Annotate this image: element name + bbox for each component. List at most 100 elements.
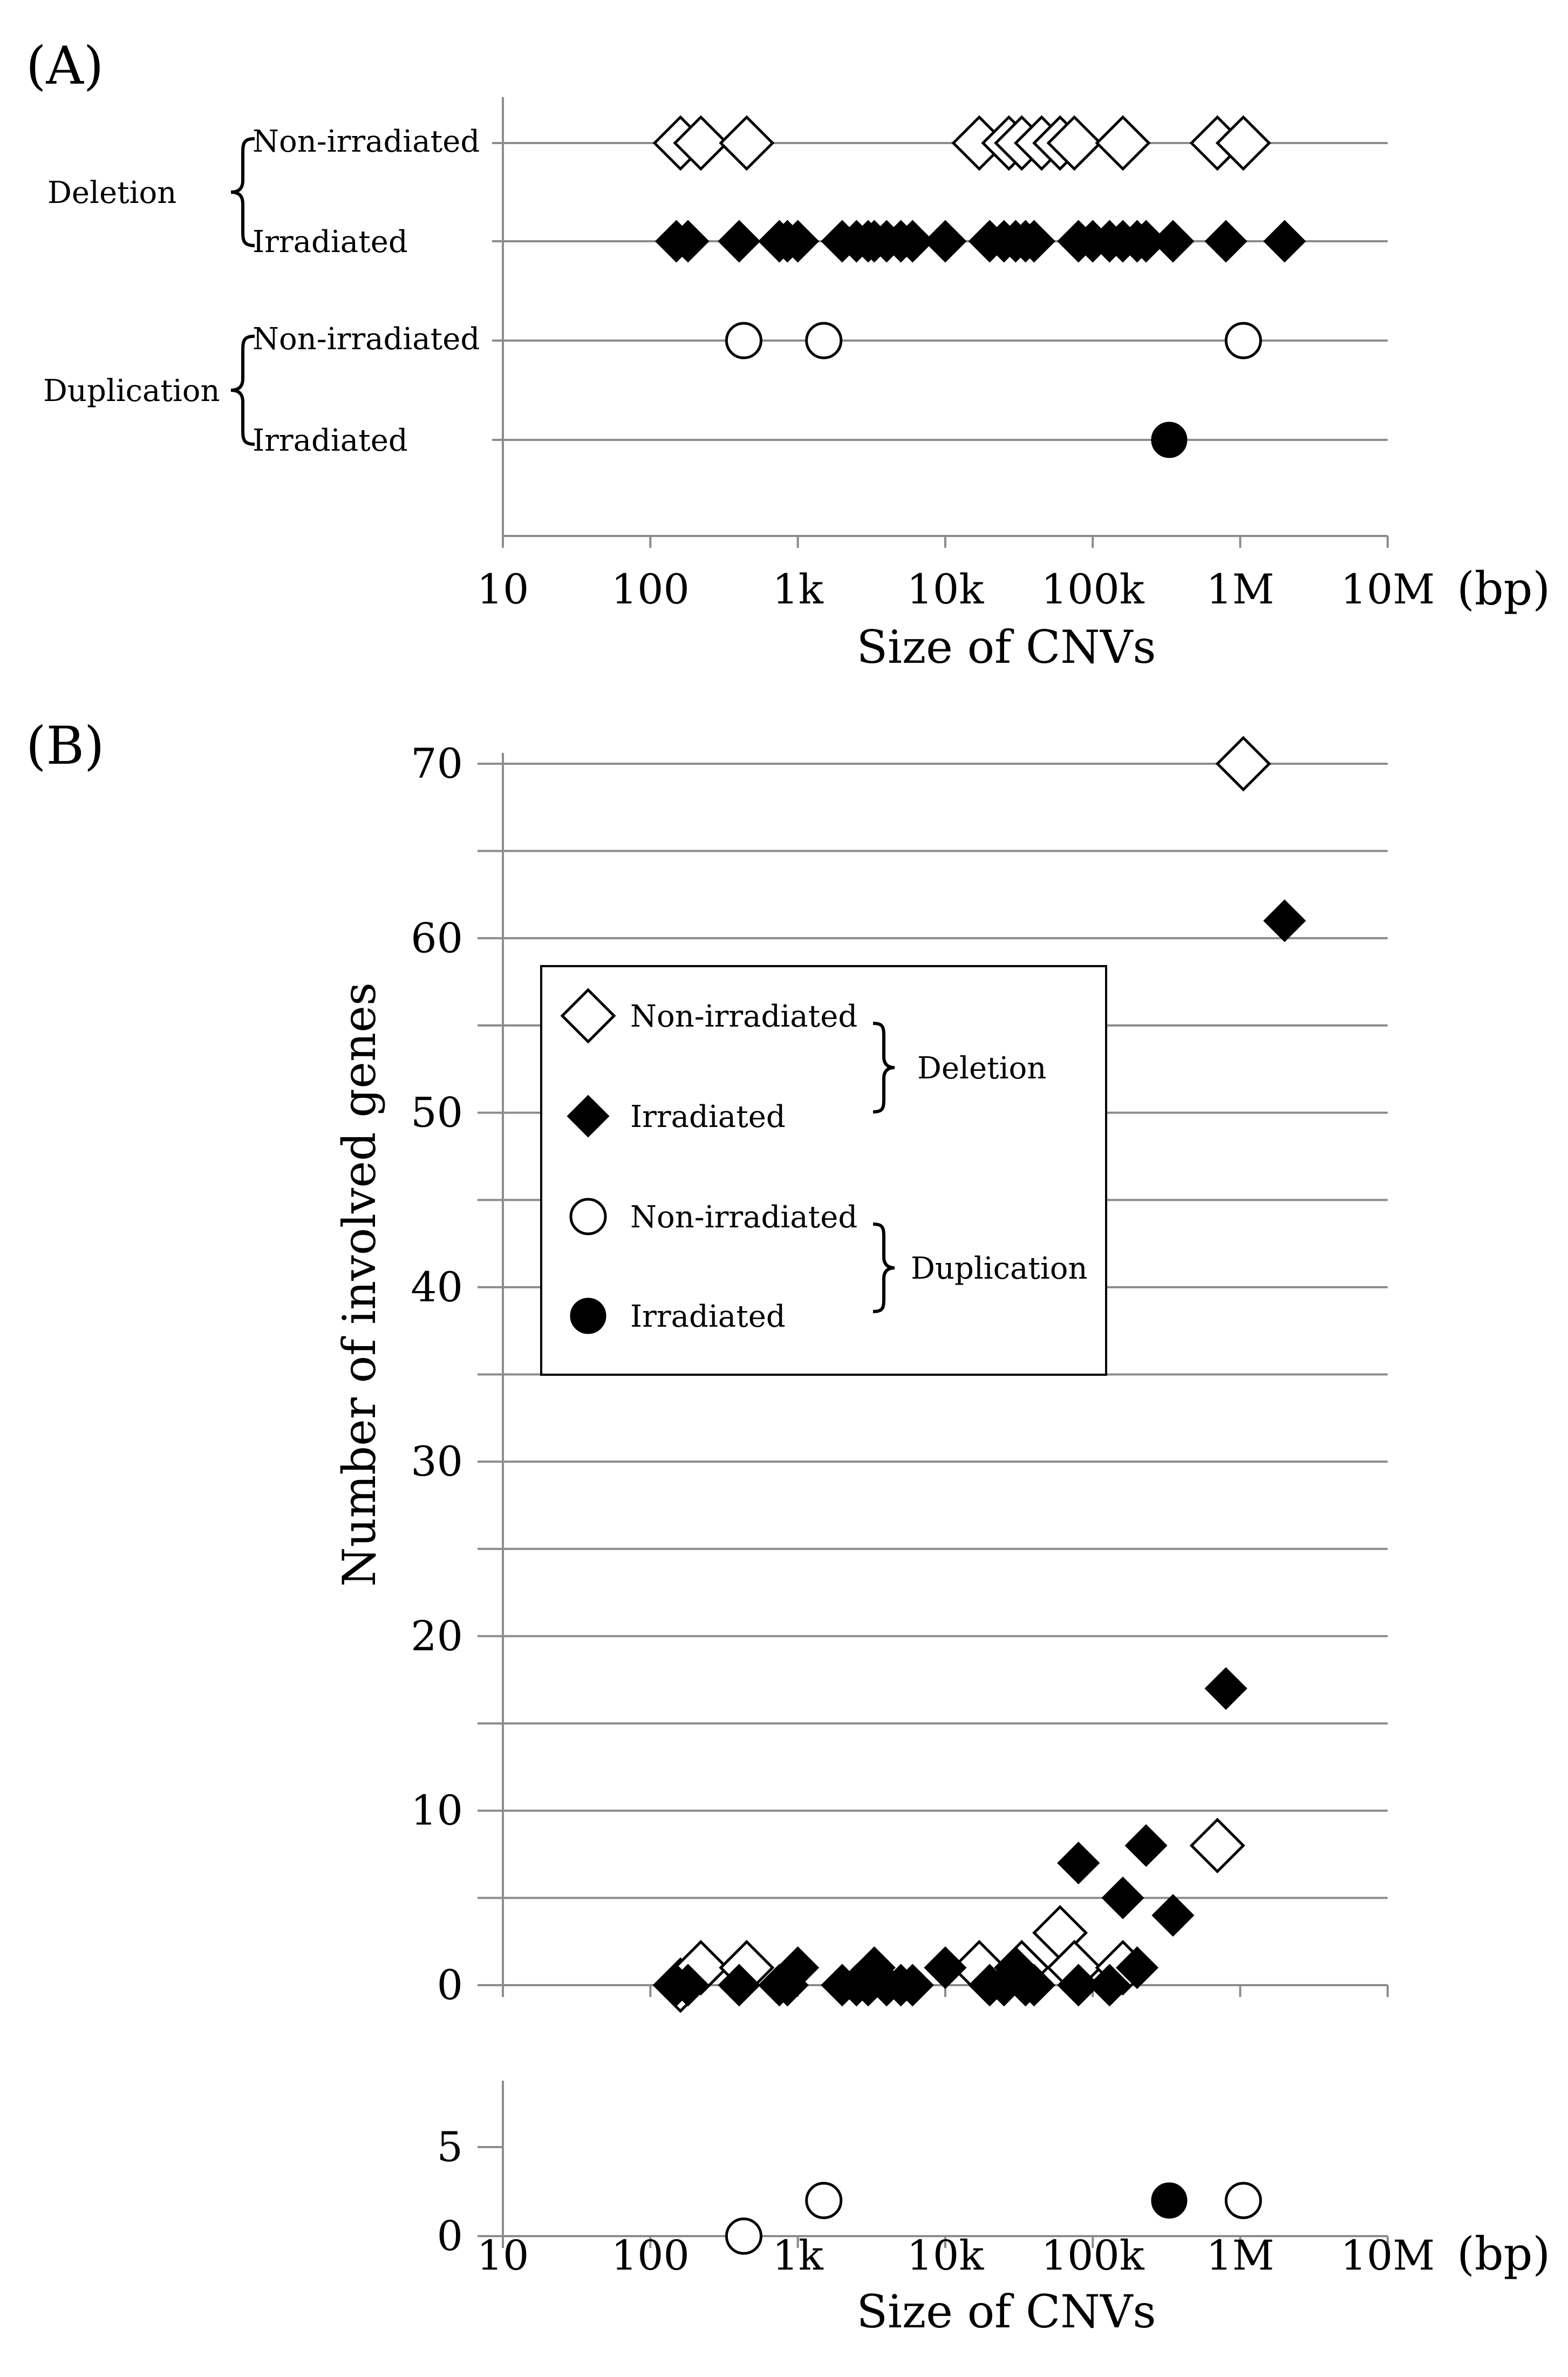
- x-tick-label: 100k: [1041, 565, 1145, 613]
- legend-label: Non-irradiated: [630, 999, 857, 1034]
- panel-b-point: [1151, 2182, 1188, 2219]
- legend-marker: [570, 1298, 606, 1334]
- y-tick-label: 20: [411, 1612, 463, 1660]
- panel-a-point: [805, 322, 843, 359]
- panel-a-x-axis-title: Size of CNVs: [857, 621, 1156, 674]
- panel-a-point: [725, 322, 762, 359]
- panel-a-point: [1263, 220, 1306, 263]
- panel-a-point: [1215, 115, 1271, 171]
- panel-a-x-unit: (bp): [1457, 562, 1550, 615]
- panel-b-point: [725, 2217, 762, 2255]
- x-tick-label: 1k: [772, 2231, 823, 2279]
- panel-b-point: [1088, 1964, 1131, 2007]
- legend-brace: [872, 1022, 895, 1113]
- y-tick-label: 0: [437, 2212, 463, 2260]
- y-tick-label: 10: [411, 1787, 463, 1835]
- legend-group-label: Duplication: [911, 1251, 1088, 1286]
- panel-a-chart: Non-irradiated Irradiated Deletion Non-irra…: [43, 97, 1550, 674]
- y-tick-label: 70: [411, 739, 463, 787]
- panel-b-points: [652, 736, 1306, 2255]
- panel-b-chart: 0 10 20 30 40 50 60 70 0 5 10 100 1k 10k 100k 1M 10M Nu…: [333, 736, 1550, 2338]
- legend-marker: [567, 1095, 610, 1138]
- panel-b-point: [1115, 1946, 1159, 1989]
- panel-a-point: [1204, 220, 1247, 263]
- legend-label: Irradiated: [630, 1099, 786, 1135]
- panel-b-label: (B): [26, 716, 104, 776]
- panel-b-x-tick-labels: 10 100 1k 10k 100k 1M 10M: [477, 2231, 1435, 2279]
- panel-a-point: [718, 220, 761, 263]
- panel-a-label: (A): [26, 36, 104, 96]
- row-label-deletion-irradiated: Irradiated: [253, 225, 408, 260]
- legend-label: Non-irradiated: [630, 1200, 857, 1235]
- x-tick-label: 10M: [1341, 565, 1435, 613]
- panel-b-point: [1263, 899, 1306, 942]
- panel-b-x-unit: (bp): [1457, 2227, 1550, 2280]
- panel-b-point: [1012, 1964, 1056, 2007]
- panel-b-point: [1215, 736, 1271, 792]
- panel-b-point: [1204, 1667, 1247, 1710]
- brace-deletion: [230, 137, 255, 247]
- y-tick-label: 50: [411, 1089, 463, 1137]
- panel-a-point: [1046, 115, 1102, 171]
- panel-a-point: [924, 220, 967, 263]
- x-tick-label: 1k: [772, 565, 823, 613]
- legend-group-label: Deletion: [917, 1051, 1046, 1086]
- panel-a-x-tick-labels: 10 100 1k 10k 100k 1M 10M: [477, 565, 1435, 613]
- row-label-deletion-non-irradiated: Non-irradiated: [253, 124, 480, 159]
- panel-a-point: [1224, 322, 1262, 359]
- panel-a-axes: [502, 97, 1389, 548]
- panel-a-point: [776, 220, 820, 263]
- panel-b-point: [776, 1946, 820, 1989]
- panel-a-row-lines: [492, 142, 1388, 441]
- panel-a-point: [1151, 422, 1188, 458]
- panel-b-y-tick-labels: 0 10 20 30 40 50 60 70 0 5: [411, 739, 463, 2260]
- panel-a-point: [1151, 220, 1195, 263]
- panel-b-point: [718, 1964, 761, 2007]
- panel-a-point: [673, 115, 729, 171]
- x-tick-label: 10: [477, 565, 529, 613]
- y-tick-label: 40: [411, 1263, 463, 1311]
- panel-b-legend: Non-irradiated Irradiated Non-irradiated Ir…: [540, 965, 1107, 1376]
- y-tick-label: 0: [437, 1961, 463, 2009]
- panel-b-point: [666, 1964, 710, 2007]
- panel-b-point: [1101, 1876, 1144, 1919]
- panel-a-row-labels: Non-irradiated Irradiated Deletion Non-irra…: [43, 124, 480, 458]
- panel-b-point: [891, 1964, 934, 2007]
- y-tick-label: 60: [411, 914, 463, 962]
- panel-b-point: [924, 1946, 967, 1989]
- row-label-duplication-irradiated: Irradiated: [253, 423, 408, 458]
- panel-b-y-axis-title: Number of involved genes: [333, 982, 386, 1587]
- x-tick-label: 100k: [1041, 2231, 1145, 2279]
- x-tick-label: 100: [611, 565, 690, 613]
- panel-b-point: [1057, 1842, 1100, 1885]
- panel-b-x-axis-title: Size of CNVs: [857, 2285, 1156, 2338]
- panel-b-point: [1151, 1894, 1195, 1937]
- panel-b-point: [1124, 1824, 1168, 1867]
- x-tick-label: 100: [611, 2231, 690, 2279]
- legend-label: Irradiated: [630, 1299, 786, 1334]
- panel-b-point: [1189, 1817, 1245, 1873]
- x-tick-label: 10k: [907, 2231, 985, 2279]
- x-tick-label: 10M: [1341, 2231, 1435, 2279]
- legend-entries: Non-irradiated Irradiated Non-irradiated Ir…: [560, 988, 1088, 1334]
- panel-a-point: [1095, 115, 1151, 171]
- group-label-deletion: Deletion: [47, 175, 176, 210]
- panel-b-axes: [502, 753, 1389, 2248]
- y-tick-label: 5: [437, 2123, 463, 2171]
- legend-brace: [872, 1223, 895, 1313]
- group-label-duplication: Duplication: [43, 373, 220, 409]
- panel-b-point: [1057, 1964, 1100, 2007]
- x-tick-label: 1M: [1206, 565, 1274, 613]
- x-tick-label: 10: [477, 2231, 529, 2279]
- y-tick-label: 30: [411, 1437, 463, 1485]
- panel-a-point: [666, 220, 710, 263]
- x-tick-label: 1M: [1206, 2231, 1274, 2279]
- panel-a-points: [652, 115, 1306, 458]
- legend-marker: [569, 1198, 607, 1235]
- panel-a-point: [1012, 220, 1056, 263]
- row-label-duplication-non-irradiated: Non-irradiated: [253, 322, 480, 357]
- panel-b-point: [805, 2182, 843, 2219]
- panel-b-point: [1224, 2182, 1262, 2219]
- x-tick-label: 10k: [907, 565, 985, 613]
